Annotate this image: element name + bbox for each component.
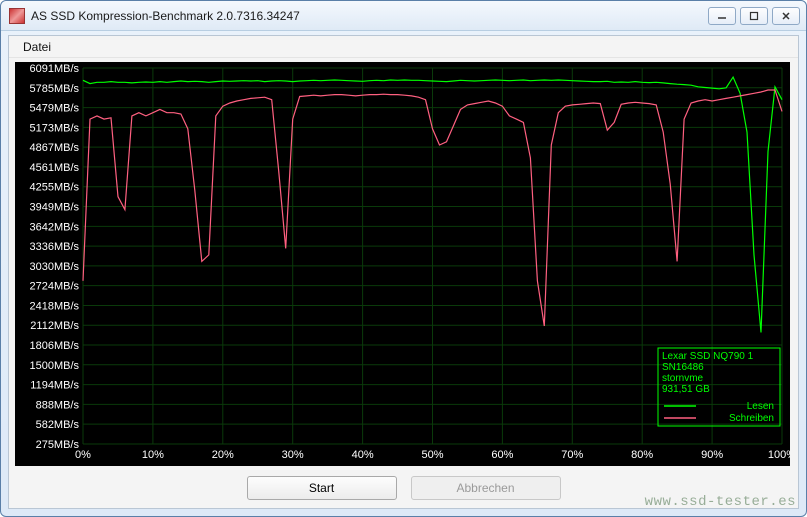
svg-text:4561MB/s: 4561MB/s xyxy=(29,162,79,174)
window-title: AS SSD Kompression-Benchmark 2.0.7316.34… xyxy=(31,9,708,23)
minimize-button[interactable] xyxy=(708,7,736,25)
svg-text:5785MB/s: 5785MB/s xyxy=(29,83,79,95)
svg-text:40%: 40% xyxy=(352,449,374,461)
svg-text:10%: 10% xyxy=(142,449,164,461)
svg-text:1194MB/s: 1194MB/s xyxy=(30,380,79,392)
app-icon xyxy=(9,8,25,24)
svg-text:90%: 90% xyxy=(701,449,723,461)
svg-text:4255MB/s: 4255MB/s xyxy=(29,182,79,194)
svg-text:70%: 70% xyxy=(561,449,583,461)
svg-text:50%: 50% xyxy=(421,449,443,461)
svg-text:60%: 60% xyxy=(491,449,513,461)
bottom-bar: Start Abbrechen xyxy=(9,468,798,508)
svg-text:1806MB/s: 1806MB/s xyxy=(29,340,79,352)
titlebar: AS SSD Kompression-Benchmark 2.0.7316.34… xyxy=(1,1,806,31)
chart-svg: 275MB/s 582MB/s 888MB/s 1194MB/s 1500MB/s 180… xyxy=(15,62,790,466)
svg-text:20%: 20% xyxy=(212,449,234,461)
svg-text:80%: 80% xyxy=(631,449,653,461)
chart-container: 275MB/s 582MB/s 888MB/s 1194MB/s 1500MB/s 180… xyxy=(9,58,798,468)
svg-text:30%: 30% xyxy=(282,449,304,461)
svg-text:stornvme: stornvme xyxy=(662,373,704,384)
close-button[interactable] xyxy=(772,7,800,25)
svg-text:Lesen: Lesen xyxy=(747,401,774,412)
client-area: Datei 275MB/s 582MB/s 888MB/s 1194MB/s 1500M… xyxy=(8,35,799,509)
svg-text:582MB/s: 582MB/s xyxy=(36,419,80,431)
svg-text:3949MB/s: 3949MB/s xyxy=(29,201,79,213)
svg-text:4867MB/s: 4867MB/s xyxy=(29,142,79,154)
abort-button[interactable]: Abbrechen xyxy=(411,476,561,500)
svg-text:Lexar SSD NQ790 1: Lexar SSD NQ790 1 xyxy=(662,351,754,362)
svg-text:0%: 0% xyxy=(75,449,91,461)
svg-text:100%: 100% xyxy=(768,449,790,461)
svg-text:3642MB/s: 3642MB/s xyxy=(29,221,79,233)
svg-text:931,51 GB: 931,51 GB xyxy=(662,384,710,395)
window-controls xyxy=(708,7,800,25)
app-window: AS SSD Kompression-Benchmark 2.0.7316.34… xyxy=(0,0,807,517)
svg-text:2112MB/s: 2112MB/s xyxy=(30,320,79,332)
svg-text:3336MB/s: 3336MB/s xyxy=(29,241,79,253)
svg-text:888MB/s: 888MB/s xyxy=(36,399,80,411)
svg-text:275MB/s: 275MB/s xyxy=(36,439,80,451)
svg-text:5479MB/s: 5479MB/s xyxy=(29,103,79,115)
svg-text:2418MB/s: 2418MB/s xyxy=(29,300,79,312)
menubar: Datei xyxy=(9,36,798,58)
svg-text:SN16486: SN16486 xyxy=(662,362,704,373)
svg-text:1500MB/s: 1500MB/s xyxy=(29,360,79,372)
svg-text:2724MB/s: 2724MB/s xyxy=(29,281,79,293)
menu-datei[interactable]: Datei xyxy=(15,38,59,56)
start-button[interactable]: Start xyxy=(247,476,397,500)
compression-chart: 275MB/s 582MB/s 888MB/s 1194MB/s 1500MB/s 180… xyxy=(15,62,790,466)
maximize-button[interactable] xyxy=(740,7,768,25)
svg-text:Schreiben: Schreiben xyxy=(729,413,774,424)
svg-text:6091MB/s: 6091MB/s xyxy=(29,63,79,75)
svg-text:5173MB/s: 5173MB/s xyxy=(29,122,79,134)
svg-text:3030MB/s: 3030MB/s xyxy=(29,261,79,273)
